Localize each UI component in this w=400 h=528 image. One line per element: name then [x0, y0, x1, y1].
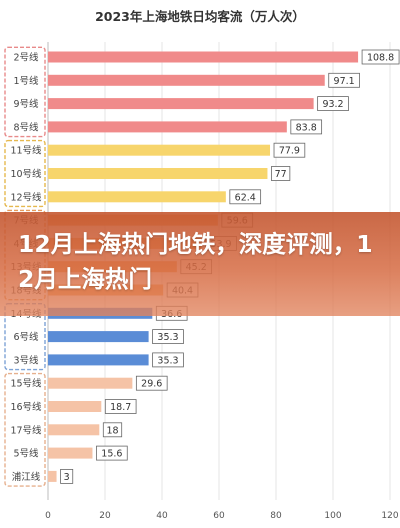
- category-label: 6号线: [13, 331, 39, 343]
- bar: [48, 144, 271, 156]
- data-label: 77: [275, 169, 287, 180]
- category-label: 3号线: [13, 354, 39, 366]
- group-frame: [4, 46, 46, 138]
- data-label-box: [229, 189, 262, 205]
- x-tick-label: 100: [324, 511, 341, 521]
- x-tick-label: 80: [270, 511, 282, 521]
- category-label: 10号线: [10, 168, 42, 180]
- category-label: 15号线: [10, 378, 42, 390]
- group-frame: [4, 372, 46, 487]
- bar: [48, 51, 359, 63]
- x-tick-label: 0: [45, 511, 51, 521]
- data-label-box: [328, 72, 360, 88]
- data-label: 3: [64, 472, 70, 483]
- x-tick-label: 60: [213, 511, 225, 521]
- data-label: 18: [106, 425, 118, 436]
- bar: [48, 121, 287, 133]
- data-label-box: [104, 399, 137, 414]
- data-label: 62.4: [235, 192, 256, 203]
- chart-title: 2023年上海地铁日均客流（万人次）: [95, 9, 305, 24]
- data-label: 77.9: [279, 146, 300, 157]
- data-label: 15.6: [101, 449, 122, 460]
- category-label: 1号线: [13, 75, 39, 87]
- category-label: 11号线: [10, 145, 42, 157]
- bar: [48, 331, 149, 343]
- data-label-box: [317, 96, 349, 111]
- data-label: 18.7: [110, 402, 131, 413]
- bar: [48, 377, 133, 389]
- data-label-box: [152, 352, 184, 368]
- category-label: 5号线: [13, 448, 39, 460]
- data-label: 108.8: [367, 53, 394, 64]
- headline-overlay: 12月上海热门地铁，深度评测，12月上海热门: [0, 212, 400, 316]
- bar: [48, 74, 325, 86]
- data-label-box: [60, 468, 74, 484]
- bar: [48, 98, 314, 110]
- data-label-box: [96, 445, 128, 461]
- bar: [48, 168, 268, 179]
- data-label-box: [135, 375, 168, 391]
- x-tick-label: 20: [99, 511, 111, 521]
- bar: [48, 470, 57, 482]
- bar: [48, 191, 226, 203]
- category-label: 浦江线: [12, 471, 41, 483]
- data-label: 83.8: [296, 122, 317, 133]
- category-label: 12号线: [10, 191, 42, 203]
- data-label-box: [361, 49, 400, 65]
- category-label: 17号线: [10, 424, 42, 436]
- bar: [48, 424, 100, 436]
- data-label-box: [271, 166, 291, 181]
- data-label: 93.2: [322, 99, 343, 110]
- category-label: 9号线: [13, 98, 39, 110]
- bar: [48, 401, 102, 412]
- data-label: 97.1: [334, 76, 355, 87]
- category-label: 16号线: [10, 401, 42, 413]
- bar: [48, 447, 93, 459]
- x-tick-label: 120: [381, 511, 398, 521]
- group-frame: [4, 139, 46, 208]
- data-label: 35.3: [157, 332, 178, 343]
- data-label-box: [290, 119, 323, 135]
- category-label: 2号线: [13, 52, 39, 64]
- bar: [48, 354, 149, 366]
- x-tick-label: 40: [156, 511, 168, 521]
- group-frame: [4, 302, 46, 371]
- data-label-box: [152, 329, 184, 345]
- data-label: 35.3: [157, 355, 178, 366]
- category-label: 8号线: [13, 121, 39, 133]
- data-label: 29.6: [141, 379, 162, 390]
- data-label-box: [102, 422, 123, 438]
- data-label-box: [273, 142, 306, 158]
